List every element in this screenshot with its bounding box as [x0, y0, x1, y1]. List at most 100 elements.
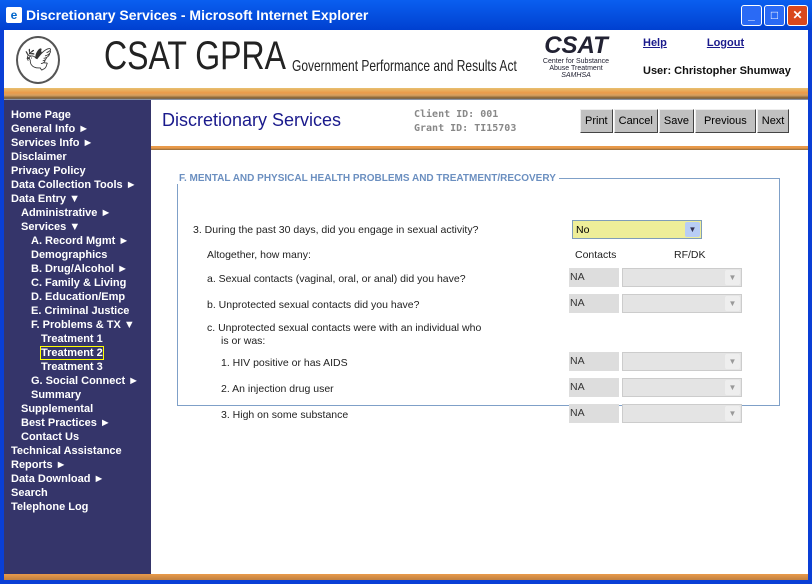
sidebar-item[interactable]: Telephone Log — [4, 500, 151, 514]
sidebar-item-label: Telephone Log — [11, 501, 89, 513]
rfdk-header: RF/DK — [674, 249, 706, 261]
header-stripe — [4, 88, 808, 100]
sidebar-item-label: Search — [11, 487, 48, 499]
sidebar-item[interactable]: D. Education/Emp — [4, 290, 151, 304]
sidebar-item-label: Services Info ► — [11, 137, 94, 149]
save-button[interactable]: Save — [658, 109, 694, 133]
contacts-c1-field[interactable]: NA — [569, 352, 619, 371]
sidebar-item-label: F. Problems & TX ▼ — [31, 319, 135, 331]
sidebar-item[interactable]: F. Problems & TX ▼ — [4, 318, 151, 332]
sidebar-item-label: Treatment 2 — [40, 346, 104, 360]
question-a: a. Sexual contacts (vaginal, oral, or an… — [207, 273, 466, 285]
logout-link[interactable]: Logout — [706, 37, 745, 49]
sidebar-item[interactable]: Contact Us — [4, 430, 151, 444]
sidebar-item[interactable]: Disclaimer — [4, 150, 151, 164]
sidebar-item-label: Supplemental — [21, 403, 94, 415]
sidebar-item[interactable]: General Info ► — [4, 122, 151, 136]
sidebar-item[interactable]: Summary — [4, 388, 151, 402]
help-link[interactable]: Help — [643, 37, 667, 49]
sidebar-item[interactable]: Demographics — [4, 248, 151, 262]
sexual-activity-select[interactable]: No ▼ — [572, 220, 702, 239]
sidebar-item-label: Home Page — [11, 109, 71, 121]
sidebar-item-label: Technical Assistance — [11, 445, 122, 457]
next-button[interactable]: Next — [756, 109, 790, 133]
sidebar-item[interactable]: Best Practices ► — [4, 416, 151, 430]
previous-button[interactable]: Previous — [694, 109, 756, 133]
sidebar-item-label: Administrative ► — [21, 207, 112, 219]
chevron-down-icon[interactable]: ▼ — [685, 222, 700, 237]
sidebar-item[interactable]: Treatment 1 — [4, 332, 151, 346]
sidebar-item[interactable]: A. Record Mgmt ► — [4, 234, 151, 248]
question-c: c. Unprotected sexual contacts were with… — [207, 322, 482, 334]
cancel-button[interactable]: Cancel — [613, 109, 658, 133]
question-c3: 3. High on some substance — [221, 409, 349, 421]
rfdk-b-select[interactable]: ▼ — [622, 294, 742, 313]
rfdk-c3-select[interactable]: ▼ — [622, 404, 742, 423]
sidebar-item[interactable]: E. Criminal Justice — [4, 304, 151, 318]
sidebar-item[interactable]: Data Download ► — [4, 472, 151, 486]
sidebar-item[interactable]: Data Entry ▼ — [4, 192, 151, 206]
rfdk-a-select[interactable]: ▼ — [622, 268, 742, 287]
minimize-button[interactable]: _ — [741, 5, 762, 26]
page-title: Discretionary Services — [162, 110, 342, 130]
hhs-seal-logo: 🕊 — [16, 36, 60, 84]
header: 🕊 CSAT GPRA Government Performance and R… — [4, 30, 808, 88]
window-title: Discretionary Services - Microsoft Inter… — [26, 7, 369, 23]
sidebar-item-label: D. Education/Emp — [31, 291, 126, 303]
contacts-b-field[interactable]: NA — [569, 294, 619, 313]
sidebar-item[interactable]: Administrative ► — [4, 206, 151, 220]
question-c1: 1. HIV positive or has AIDS — [221, 357, 348, 369]
question-b: b. Unprotected sexual contacts did you h… — [207, 299, 420, 311]
altogether-label: Altogether, how many: — [207, 249, 311, 261]
client-id: Client ID: 001 — [414, 109, 499, 120]
sidebar-item-label: General Info ► — [11, 123, 90, 135]
question-3: 3. During the past 30 days, did you enga… — [193, 224, 479, 236]
sidebar-item[interactable]: Reports ► — [4, 458, 151, 472]
sidebar-item-label: Contact Us — [21, 431, 80, 443]
sidebar-item[interactable]: C. Family & Living — [4, 276, 151, 290]
sidebar-item[interactable]: Privacy Policy — [4, 164, 151, 178]
sidebar-item-label: Reports ► — [11, 459, 67, 471]
rfdk-c2-select[interactable]: ▼ — [622, 378, 742, 397]
question-c2: 2. An injection drug user — [221, 383, 334, 395]
sidebar-item[interactable]: Data Collection Tools ► — [4, 178, 151, 192]
maximize-button[interactable]: □ — [764, 5, 785, 26]
app-subtitle: Government Performance and Results Act — [292, 58, 517, 75]
print-button[interactable]: Print — [580, 109, 613, 133]
rfdk-c1-select[interactable]: ▼ — [622, 352, 742, 371]
app-title: CSAT GPRA — [104, 34, 286, 78]
close-button[interactable]: ✕ — [787, 5, 808, 26]
user-label: User: Christopher Shumway — [643, 65, 791, 77]
sidebar-item[interactable]: Services ▼ — [4, 220, 151, 234]
contacts-c2-field[interactable]: NA — [569, 378, 619, 397]
grant-id: Grant ID: TI15703 — [414, 123, 517, 134]
sidebar-item-label: C. Family & Living — [31, 277, 127, 289]
csat-logo: CSAT Center for Substance Abuse Treatment S… — [542, 32, 610, 80]
sidebar-item-label: B. Drug/Alcohol ► — [31, 263, 129, 275]
sidebar-item[interactable]: Technical Assistance — [4, 444, 151, 458]
sidebar-item-label: G. Social Connect ► — [31, 375, 140, 387]
sidebar-item[interactable]: Home Page — [4, 108, 151, 122]
contacts-c3-field[interactable]: NA — [569, 404, 619, 423]
sidebar-item-label: E. Criminal Justice — [31, 305, 130, 317]
sidebar-nav: Home Page General Info ► Services Info ► Di… — [4, 100, 151, 574]
sidebar-item-label: Best Practices ► — [21, 417, 111, 429]
sidebar-item-label: Services ▼ — [21, 221, 81, 233]
sidebar-item[interactable]: G. Social Connect ► — [4, 374, 151, 388]
divider — [151, 146, 808, 150]
contacts-a-field[interactable]: NA — [569, 268, 619, 287]
sidebar-item[interactable]: Supplemental — [4, 402, 151, 416]
sidebar-item[interactable]: Services Info ► — [4, 136, 151, 150]
sidebar-item[interactable]: Treatment 3 — [4, 360, 151, 374]
sidebar-item-label: Treatment 1 — [41, 333, 103, 345]
sidebar-item[interactable]: B. Drug/Alcohol ► — [4, 262, 151, 276]
sidebar-item[interactable]: Search — [4, 486, 151, 500]
sidebar-item-label: Data Download ► — [11, 473, 105, 485]
window-titlebar: e Discretionary Services - Microsoft Int… — [0, 0, 812, 30]
sidebar-item-label: Data Collection Tools ► — [11, 179, 137, 191]
sidebar-item[interactable]: Treatment 2 — [4, 346, 151, 360]
footer-stripe — [4, 574, 808, 580]
sidebar-item-label: Disclaimer — [11, 151, 67, 163]
sidebar-item-label: Summary — [31, 389, 82, 401]
sidebar-item-label: Treatment 3 — [41, 361, 103, 373]
